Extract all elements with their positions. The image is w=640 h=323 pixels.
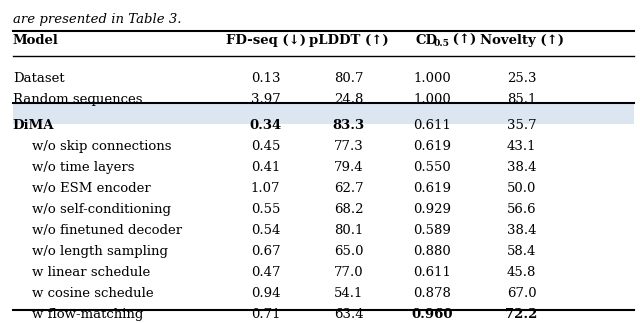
Text: 77.0: 77.0 [334,266,364,279]
Text: w/o ESM encoder: w/o ESM encoder [32,182,151,195]
Text: 3.97: 3.97 [251,93,280,106]
Text: 72.2: 72.2 [506,308,538,321]
Text: 0.45: 0.45 [251,140,280,153]
Text: 56.6: 56.6 [507,203,536,216]
Text: w/o skip connections: w/o skip connections [32,140,172,153]
FancyBboxPatch shape [13,103,634,124]
Text: 68.2: 68.2 [334,203,364,216]
Text: are presented in Table 3.: are presented in Table 3. [13,13,181,26]
Text: 24.8: 24.8 [334,93,364,106]
Text: 43.1: 43.1 [507,140,536,153]
Text: 50.0: 50.0 [507,182,536,195]
Text: Dataset: Dataset [13,72,65,85]
Text: w cosine schedule: w cosine schedule [32,287,154,300]
Text: 0.5: 0.5 [434,39,450,48]
Text: 0.67: 0.67 [251,245,280,258]
Text: 80.1: 80.1 [334,224,364,237]
Text: 54.1: 54.1 [334,287,364,300]
Text: 0.619: 0.619 [413,182,451,195]
Text: 45.8: 45.8 [507,266,536,279]
Text: w linear schedule: w linear schedule [32,266,150,279]
Text: 1.07: 1.07 [251,182,280,195]
Text: w/o self-conditioning: w/o self-conditioning [32,203,171,216]
Text: 79.4: 79.4 [334,161,364,174]
Text: 85.1: 85.1 [507,93,536,106]
Text: pLDDT (↑): pLDDT (↑) [309,34,388,47]
Text: 0.47: 0.47 [251,266,280,279]
Text: 0.55: 0.55 [251,203,280,216]
Text: Random sequences: Random sequences [13,93,142,106]
Text: 0.71: 0.71 [251,308,280,321]
Text: 0.94: 0.94 [251,287,280,300]
Text: w/o length sampling: w/o length sampling [32,245,168,258]
Text: 62.7: 62.7 [334,182,364,195]
Text: 38.4: 38.4 [507,224,536,237]
Text: 83.3: 83.3 [333,119,365,132]
Text: 25.3: 25.3 [507,72,536,85]
Text: 0.611: 0.611 [413,119,451,132]
Text: 65.0: 65.0 [334,245,364,258]
Text: w/o time layers: w/o time layers [32,161,134,174]
Text: 38.4: 38.4 [507,161,536,174]
Text: 1.000: 1.000 [413,93,451,106]
Text: FD-seq (↓): FD-seq (↓) [225,34,306,47]
Text: CD: CD [416,34,438,47]
Text: 0.550: 0.550 [413,161,451,174]
Text: Model: Model [13,34,59,47]
Text: 0.878: 0.878 [413,287,451,300]
Text: 63.4: 63.4 [334,308,364,321]
Text: w flow-matching: w flow-matching [32,308,143,321]
Text: 0.13: 0.13 [251,72,280,85]
Text: 77.3: 77.3 [334,140,364,153]
Text: w/o finetuned decoder: w/o finetuned decoder [32,224,182,237]
Text: 0.41: 0.41 [251,161,280,174]
Text: 0.589: 0.589 [413,224,451,237]
Text: Novelty (↑): Novelty (↑) [479,34,564,47]
Text: 80.7: 80.7 [334,72,364,85]
Text: 0.54: 0.54 [251,224,280,237]
Text: 0.619: 0.619 [413,140,451,153]
Text: 0.611: 0.611 [413,266,451,279]
Text: 67.0: 67.0 [507,287,536,300]
Text: 58.4: 58.4 [507,245,536,258]
Text: 0.34: 0.34 [250,119,282,132]
Text: (↑): (↑) [448,34,476,47]
Text: 0.929: 0.929 [413,203,451,216]
Text: 1.000: 1.000 [413,72,451,85]
Text: 0.880: 0.880 [413,245,451,258]
Text: 0.960: 0.960 [412,308,452,321]
Text: DiMA: DiMA [13,119,54,132]
Text: 35.7: 35.7 [507,119,536,132]
